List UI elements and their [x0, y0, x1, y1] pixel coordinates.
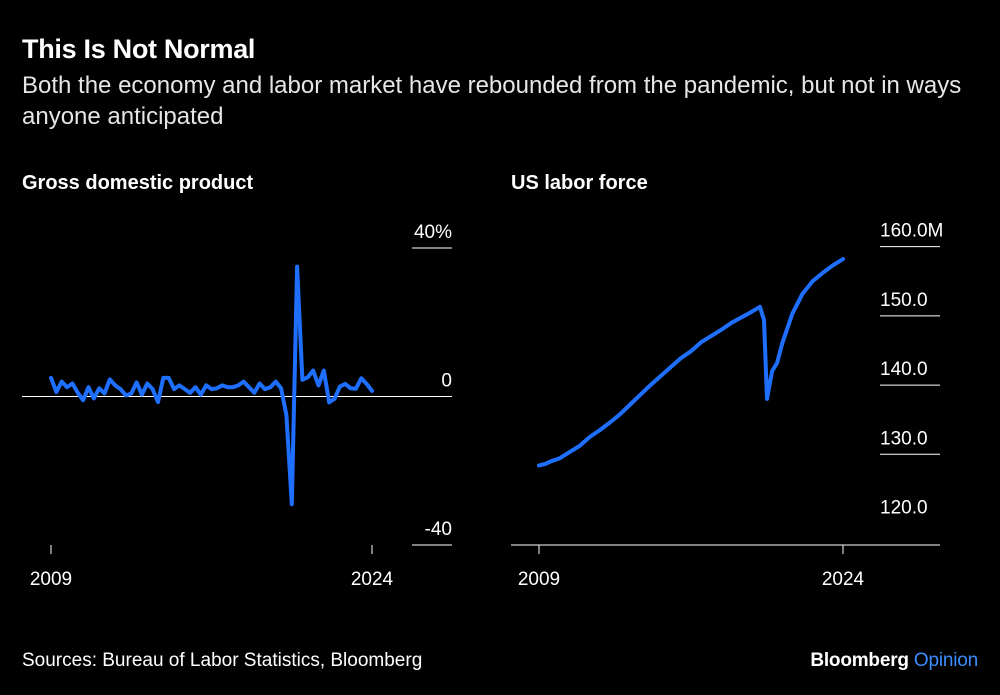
labor-ytick-label: 130.0: [880, 428, 928, 449]
brand-main: Bloomberg: [810, 650, 909, 671]
gdp-series-line: [49, 264, 374, 507]
gdp-panel-title: Gross domestic product: [22, 172, 254, 194]
gdp-ytick-label: -40: [425, 519, 452, 540]
brand-accent: Opinion: [913, 650, 978, 671]
chart-title: This Is Not Normal: [22, 34, 256, 64]
labor-xtick-label: 2009: [518, 569, 560, 590]
gdp-ytick-label: 0: [441, 371, 452, 392]
source-note: Sources: Bureau of Labor Statistics, Blo…: [22, 650, 423, 671]
gdp-xtick-label: 2009: [30, 569, 72, 590]
gdp-xtick-label: 2024: [351, 569, 394, 590]
labor-force-panel-title: US labor force: [511, 172, 648, 194]
labor-ytick-label: 120.0: [880, 498, 928, 519]
labor-ytick-label: 140.0: [880, 359, 928, 380]
labor-ytick-label: 160.0M: [880, 221, 943, 242]
labor-series-line: [537, 257, 845, 468]
gdp-ytick-label: 40%: [414, 222, 452, 243]
labor-ytick-label: 150.0: [880, 290, 928, 311]
brand-logo: Bloomberg Opinion: [810, 650, 978, 672]
chart-subtitle: Both the economy and labor market have r…: [22, 72, 962, 130]
labor-xtick-label: 2024: [822, 569, 865, 590]
